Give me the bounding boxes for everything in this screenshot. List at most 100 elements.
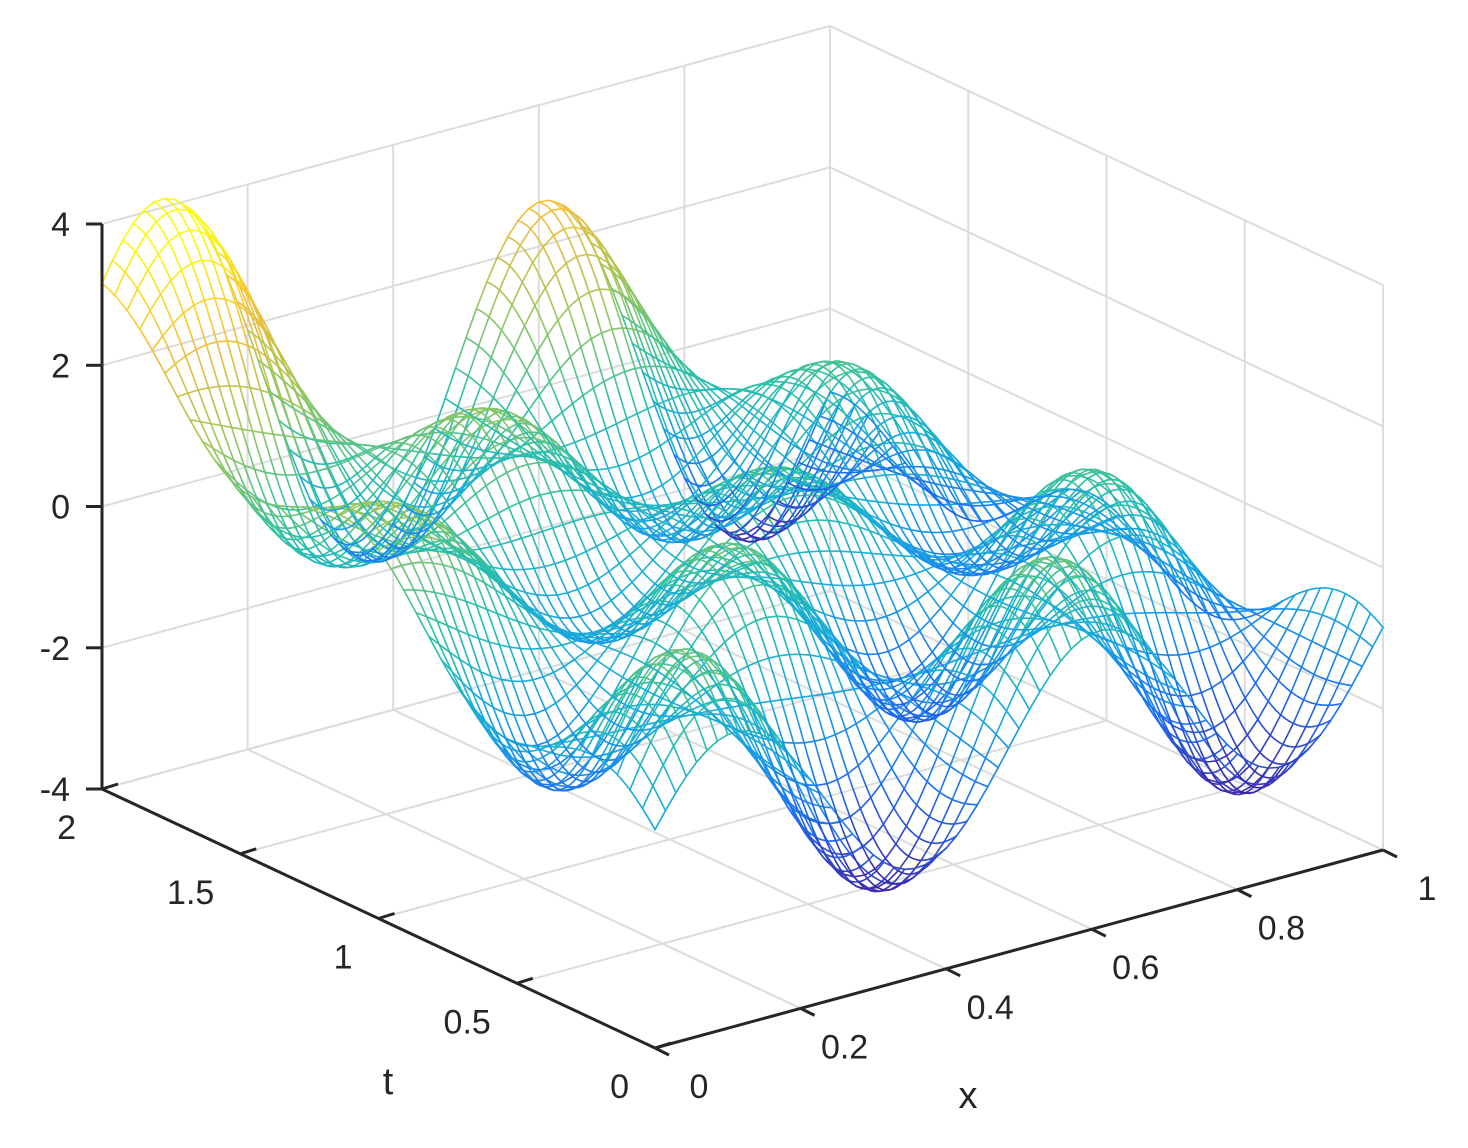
mesh-line [147, 342, 154, 352]
mesh-line [811, 693, 824, 697]
mesh-line [546, 685, 553, 696]
mesh-line [186, 324, 193, 338]
mesh-line [611, 689, 618, 697]
mesh-line [220, 424, 233, 429]
mesh-line [748, 435, 762, 453]
mesh-line [122, 222, 134, 242]
mesh-line [784, 443, 797, 459]
mesh-line [214, 371, 220, 388]
mesh-line [574, 727, 581, 733]
mesh-line [293, 498, 300, 511]
mesh-line [684, 699, 697, 710]
mesh-line [1041, 530, 1054, 541]
mesh-line [1137, 508, 1150, 516]
mesh-line [534, 782, 541, 787]
mesh-line [1099, 599, 1112, 606]
mesh-line [1321, 588, 1334, 616]
side-wall-grid-line [829, 25, 1384, 286]
mesh-line [383, 552, 396, 556]
mesh-line [716, 733, 729, 742]
mesh-line [521, 768, 528, 776]
mesh-line [333, 543, 340, 549]
mesh-line [498, 265, 511, 291]
mesh-line [665, 604, 678, 625]
mesh-line [513, 714, 526, 717]
mesh-line [639, 535, 652, 547]
mesh-line [862, 583, 875, 587]
mesh-line [373, 509, 380, 515]
mesh-line [790, 696, 803, 700]
mesh-line [1298, 610, 1311, 636]
mesh-line [545, 594, 558, 597]
mesh-line [733, 549, 746, 557]
mesh-line [721, 394, 734, 403]
mesh-line [890, 749, 903, 769]
mesh-line [514, 588, 527, 594]
mesh-line [591, 715, 598, 720]
mesh-line [938, 765, 951, 794]
mesh-line [630, 494, 643, 499]
mesh-line [471, 691, 484, 702]
mesh-line [433, 397, 447, 430]
mesh-line [756, 554, 769, 566]
mesh-line [674, 707, 681, 713]
mesh-line [1020, 509, 1033, 516]
mesh-line [641, 807, 648, 817]
mesh-line [1081, 616, 1094, 621]
mesh-line [1154, 520, 1167, 540]
mesh-line [246, 329, 259, 361]
mesh-line [1300, 640, 1313, 669]
mesh-line [778, 653, 791, 657]
mesh-line [482, 437, 495, 443]
mesh-line [631, 328, 645, 334]
mesh-line [149, 309, 156, 320]
mesh-line [1039, 504, 1052, 523]
mesh-line [784, 776, 797, 783]
mesh-line [521, 261, 534, 283]
mesh-line [538, 722, 545, 734]
floor-grid-line [378, 719, 1107, 920]
mesh-line [600, 328, 613, 334]
mesh-line [199, 420, 206, 432]
mesh-line [347, 455, 360, 462]
mesh-line [951, 773, 964, 801]
mesh-line [870, 874, 883, 883]
mesh-line [984, 733, 997, 759]
mesh-line [406, 596, 413, 606]
mesh-line [358, 517, 365, 524]
mesh-line [661, 573, 674, 589]
mesh-line [683, 512, 696, 526]
mesh-line [903, 867, 916, 871]
mesh-line [573, 226, 586, 231]
mesh-line [464, 493, 477, 504]
mesh-line [495, 471, 508, 480]
mesh-line [147, 253, 160, 271]
mesh-line [368, 446, 381, 453]
mesh-line [519, 647, 526, 660]
mesh-line [697, 726, 704, 740]
mesh-line [329, 517, 336, 523]
mesh-line [264, 471, 277, 476]
mesh-line [1225, 746, 1238, 757]
mesh-line [536, 689, 543, 701]
mesh-line [561, 402, 574, 413]
mesh-line [318, 542, 331, 552]
mesh-line [515, 637, 522, 650]
mesh-line [959, 633, 972, 642]
mesh-line [557, 770, 570, 776]
mesh-line [467, 680, 474, 694]
mesh-line [209, 357, 216, 374]
mesh-line [1085, 493, 1098, 501]
mesh-line [236, 341, 249, 347]
mesh-line [212, 447, 218, 458]
mesh-line [518, 497, 531, 504]
mesh-line [270, 460, 277, 476]
mesh-line [442, 652, 449, 664]
mesh-line [488, 641, 501, 646]
mesh-line [587, 577, 600, 586]
mesh-line [458, 608, 465, 623]
mesh-line [1208, 600, 1221, 619]
mesh-line [375, 521, 388, 529]
mesh-line [1237, 609, 1250, 613]
mesh-line [452, 661, 459, 674]
